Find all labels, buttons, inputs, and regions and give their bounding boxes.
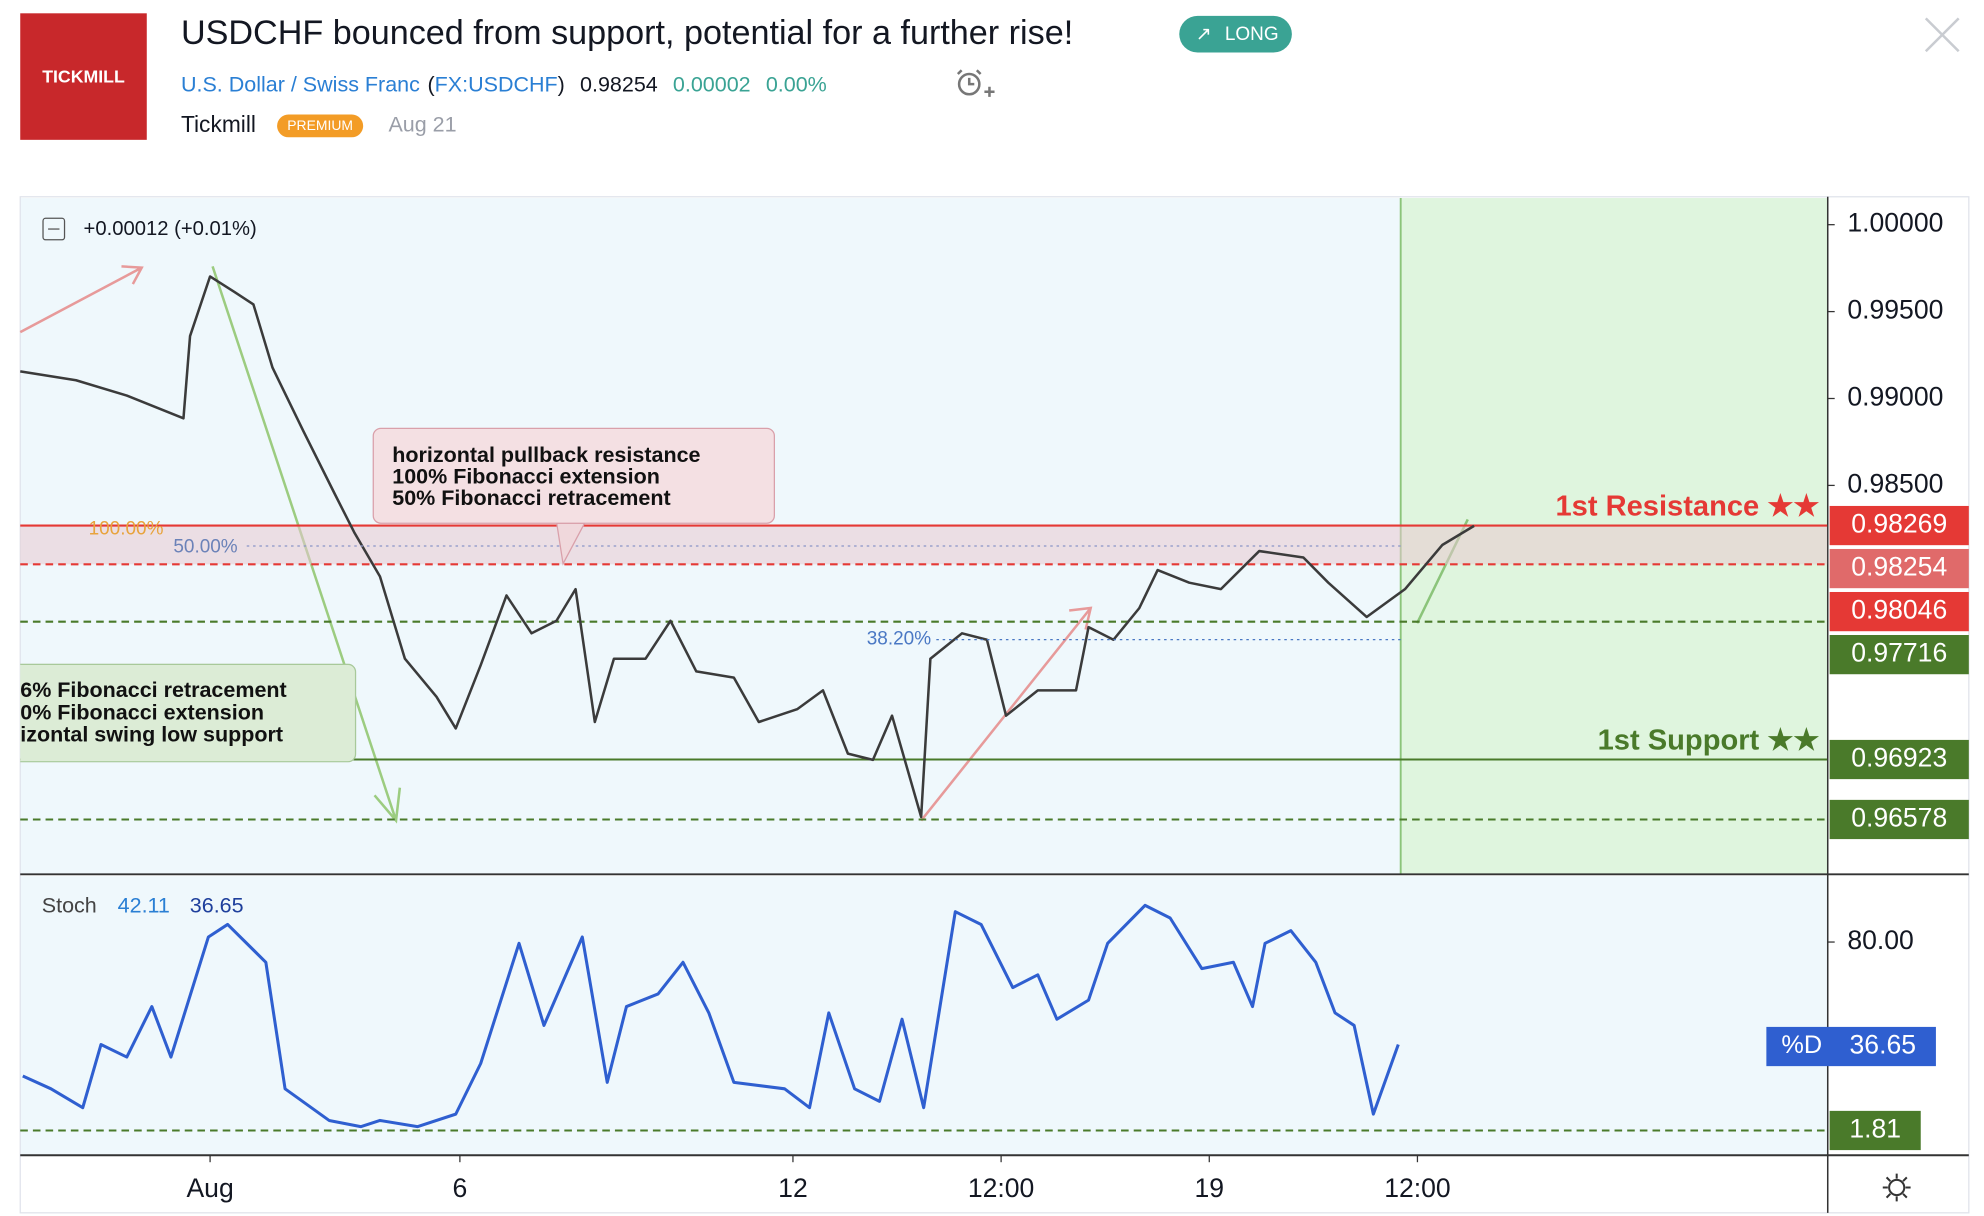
stoch-title: Stoch — [42, 893, 97, 917]
paren: ( — [427, 72, 435, 96]
current-value: 36.65 — [1850, 1030, 1916, 1060]
stoch-legend-value: 42.11 — [118, 893, 170, 917]
long-badge — [1179, 15, 1292, 53]
series-line — [20, 275, 1475, 819]
y-tick-label: 0.99000 — [1847, 382, 1943, 412]
x-tick-label: 12:00 — [968, 1173, 1034, 1203]
stoch-legend-value: 36.65 — [190, 893, 244, 917]
stoch-pane — [20, 876, 1828, 1155]
resistance-callout — [372, 427, 775, 524]
collapse-icon[interactable] — [42, 217, 66, 241]
x-tick-label: 12:00 — [1384, 1173, 1450, 1203]
y-tick-label: 1.00000 — [1847, 208, 1943, 238]
level-name: 1st Resistance ★★ — [1555, 491, 1819, 523]
resistance-zone — [20, 525, 1828, 565]
logo-text: TICKMILL — [42, 67, 125, 87]
level-name: 1st Support ★★ — [1598, 724, 1820, 756]
current-box — [1766, 1026, 1936, 1067]
level-label-box — [1829, 739, 1969, 780]
level-label: 0.98046 — [1851, 595, 1947, 625]
level-label: 1.81 — [1849, 1114, 1901, 1144]
level-label: 0.97716 — [1851, 638, 1947, 668]
x-tick-label: 19 — [1195, 1173, 1225, 1203]
callout-text: horizontal pullback resistance — [392, 443, 700, 467]
level-label-box — [1829, 799, 1969, 840]
current-series-name: %D — [1781, 1031, 1822, 1059]
x-tick-label: 12 — [778, 1173, 808, 1203]
callout-text: 6% Fibonacci retracement — [20, 678, 286, 702]
change-pct: 0.00% — [766, 72, 827, 96]
fib-label: 50.00% — [173, 536, 237, 557]
symbol-line: U.S. Dollar / Swiss Franc (FX:USDCHF) 0.98… — [181, 72, 827, 96]
fib-label: 100.00% — [89, 519, 164, 540]
fib-label: 38.20% — [867, 629, 931, 650]
level-label-box — [1829, 505, 1969, 546]
support-callout — [20, 663, 357, 763]
callout-text: izontal swing low support — [20, 722, 283, 746]
y-tick-label: 0.99500 — [1847, 295, 1943, 325]
level-label: 0.96578 — [1851, 802, 1947, 832]
series-line — [22, 903, 1400, 1129]
y-tick-label: 80.00 — [1847, 925, 1913, 955]
y-tick-label: 0.98500 — [1847, 468, 1943, 498]
date: Aug 21 — [388, 113, 456, 137]
symbol-name[interactable]: U.S. Dollar / Swiss Franc — [181, 72, 420, 96]
level-label: 0.98269 — [1851, 509, 1947, 539]
level-label-box — [1829, 591, 1969, 632]
author[interactable]: Tickmill — [181, 111, 256, 137]
level-label: 0.98254 — [1851, 552, 1947, 582]
alarm-icon[interactable] — [956, 69, 995, 97]
logo[interactable] — [20, 13, 147, 140]
symbol-code[interactable]: FX:USDCHF — [435, 72, 558, 96]
x-tick-label: Aug — [186, 1173, 233, 1203]
premium-text: PREMIUM — [287, 117, 353, 133]
badge-arrow: ↗ — [1196, 24, 1212, 45]
chart-legend: +0.00012 (+0.01%) — [84, 218, 257, 240]
callout-text: 0% Fibonacci extension — [20, 700, 264, 724]
price-layer: 1.00000 0.99500 0.99000 0.98500 0.98269 1st R… — [20, 208, 1969, 1203]
badge-text: LONG — [1225, 24, 1279, 45]
level-label-box — [1829, 635, 1969, 675]
paren: ) — [558, 72, 565, 96]
level-label: 0.96923 — [1851, 743, 1947, 773]
settings-icon[interactable] — [1882, 1173, 1911, 1202]
idea-title: USDCHF bounced from support, potential f… — [181, 14, 1073, 52]
level-label-box — [1829, 1110, 1921, 1151]
premium-badge — [277, 114, 364, 138]
callout-text: 50% Fibonacci retracement — [392, 486, 670, 510]
close-button[interactable] — [1924, 17, 1960, 53]
change: 0.00002 — [673, 72, 751, 96]
callout-text: 100% Fibonacci extension — [392, 464, 660, 488]
level-label-box — [1829, 548, 1969, 589]
price: 0.98254 — [580, 72, 658, 96]
x-tick-label: 6 — [452, 1173, 467, 1203]
